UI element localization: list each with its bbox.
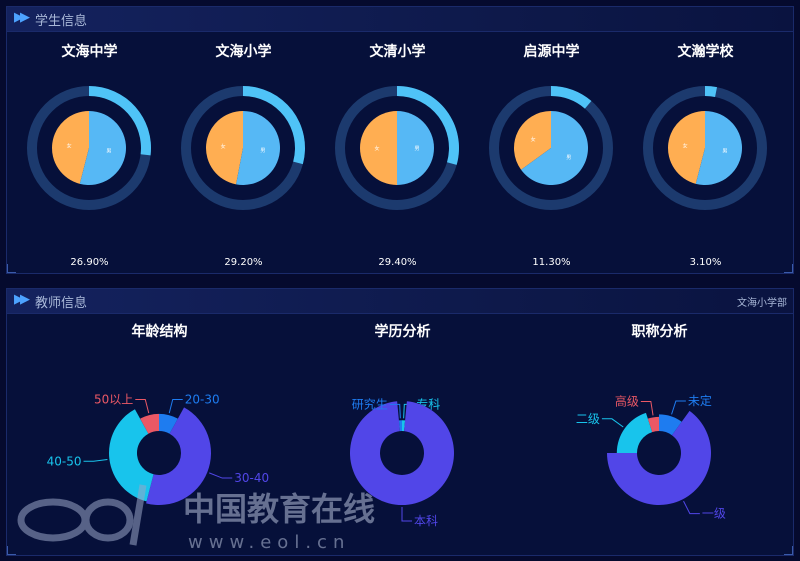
ring-value-arc <box>551 86 592 109</box>
pie-label-male: 男 <box>414 146 419 152</box>
school-chart: 女男 <box>181 86 305 210</box>
rose-slice <box>350 401 454 505</box>
rose-slice-label: 30-40 <box>234 471 269 485</box>
rose-slice <box>398 420 402 432</box>
pie-slice-female <box>51 111 89 184</box>
school-card[interactable]: 文海小学 女男 29.20% <box>166 31 321 271</box>
pie-slice-male <box>79 111 126 185</box>
rose-slice <box>109 409 154 502</box>
school-name: 文海中学 <box>61 44 118 60</box>
pie-slice-male <box>397 111 434 185</box>
pie-label-male: 男 <box>260 148 265 154</box>
rose-slice-label: 未定 <box>688 393 712 408</box>
school-card[interactable]: 启源中学 女男 11.30% <box>474 31 629 271</box>
double-arrow-icon: ▶▶ <box>14 292 30 307</box>
ring-value-arc <box>705 86 718 97</box>
pie-label-female: 女 <box>67 142 72 149</box>
pie-label-male: 男 <box>722 149 727 155</box>
pie-slice-female <box>514 111 551 170</box>
rose-slice-label: 高级 <box>615 394 639 409</box>
pie-label-male: 男 <box>566 155 571 161</box>
school-percent: 26.90% <box>70 257 109 268</box>
rose-slice-label: 本科 <box>414 514 438 528</box>
ring-value-arc <box>397 86 459 165</box>
pie-slice-male <box>521 111 588 185</box>
school-filter-label[interactable]: 文海小学部 <box>737 298 787 309</box>
pie-label-female: 女 <box>683 142 688 149</box>
rose-slice <box>616 412 653 453</box>
label-leader-line <box>389 403 401 419</box>
school-percent: 29.20% <box>224 257 263 268</box>
label-leader-line <box>168 399 183 414</box>
label-leader-line <box>83 459 108 462</box>
rose-slice-label: 50以上 <box>94 393 133 407</box>
chart-title: 学历分析 <box>374 324 431 340</box>
school-percent: 11.30% <box>532 257 571 268</box>
ring-value-arc <box>89 86 151 156</box>
pie-slice-female <box>205 111 243 185</box>
pie-slice-female <box>668 111 705 184</box>
school-chart: 女男 <box>643 86 767 210</box>
student-panel-header: ▶▶ 学生信息 <box>7 7 793 32</box>
rose-slice <box>607 410 711 505</box>
teacher-panel-header: ▶▶ 教师信息 文海小学部 <box>7 289 793 314</box>
teacher-info-panel: ▶▶ 教师信息 文海小学部 年龄结构 20-30 30-40 40-50 50以上 学… <box>6 288 794 556</box>
rose-slice <box>140 413 159 434</box>
rose-chart: 20-30 30-40 40-50 50以上 <box>47 393 269 505</box>
school-card[interactable]: 文清小学 女男 29.40% <box>320 31 475 271</box>
pie-label-female: 女 <box>374 145 379 152</box>
school-card[interactable]: 文海中学 女男 26.90% <box>12 31 167 271</box>
label-leader-line <box>601 418 624 428</box>
rose-slice-label: 20-30 <box>185 393 220 407</box>
label-leader-line <box>683 500 700 515</box>
education-chart[interactable]: 学历分析 专科 本科 研究生 <box>275 313 530 553</box>
rose-slice <box>402 420 406 432</box>
school-card[interactable]: 文瀚学校 女男 3.10% <box>628 31 783 271</box>
school-chart: 女男 <box>27 86 151 210</box>
rose-slice <box>659 414 682 436</box>
chart-title: 年龄结构 <box>131 324 188 340</box>
corner-decoration <box>784 264 793 273</box>
pie-label-male: 男 <box>106 149 111 155</box>
pie-label-female: 女 <box>531 136 536 143</box>
school-chart: 女男 <box>335 86 459 210</box>
school-name: 文海小学 <box>215 44 272 60</box>
student-panel-title: 学生信息 <box>35 14 88 29</box>
pie-slice-male <box>695 111 742 185</box>
label-leader-line <box>401 507 412 522</box>
corner-decoration <box>7 546 16 555</box>
ring-value-arc <box>243 86 305 165</box>
student-info-panel: ▶▶ 学生信息 文海中学 女男 26.90% 文海小学 女男 29.20% 文清… <box>6 6 794 274</box>
rose-slice-label: 二级 <box>576 412 600 426</box>
rose-slice-label: 一级 <box>702 507 726 521</box>
label-leader-line <box>135 399 150 414</box>
rose-slice <box>159 413 178 434</box>
school-name: 启源中学 <box>523 44 580 60</box>
school-chart: 女男 <box>489 86 613 210</box>
pie-slice-male <box>236 111 280 185</box>
rose-slice-label: 40-50 <box>47 454 82 468</box>
label-leader-line <box>640 401 654 416</box>
age-structure-chart[interactable]: 年龄结构 20-30 30-40 40-50 50以上 <box>32 313 287 553</box>
rose-slice <box>647 416 659 433</box>
chart-title: 职称分析 <box>631 324 688 340</box>
school-percent: 29.40% <box>378 257 417 268</box>
title-rank-chart[interactable]: 职称分析 未定一级 二级 高级 <box>532 313 787 553</box>
school-name: 文瀚学校 <box>677 44 734 60</box>
school-percent: 3.10% <box>689 257 722 268</box>
pie-label-female: 女 <box>221 143 226 150</box>
label-leader-line <box>671 400 686 415</box>
corner-decoration <box>7 264 16 273</box>
label-leader-line <box>209 472 233 479</box>
pie-slice-female <box>359 111 397 185</box>
rose-slice <box>146 407 211 505</box>
rose-slice-label: 研究生 <box>352 396 388 411</box>
teacher-panel-title: 教师信息 <box>35 296 88 311</box>
corner-decoration <box>784 546 793 555</box>
school-name: 文清小学 <box>369 44 426 60</box>
double-arrow-icon: ▶▶ <box>14 10 30 25</box>
